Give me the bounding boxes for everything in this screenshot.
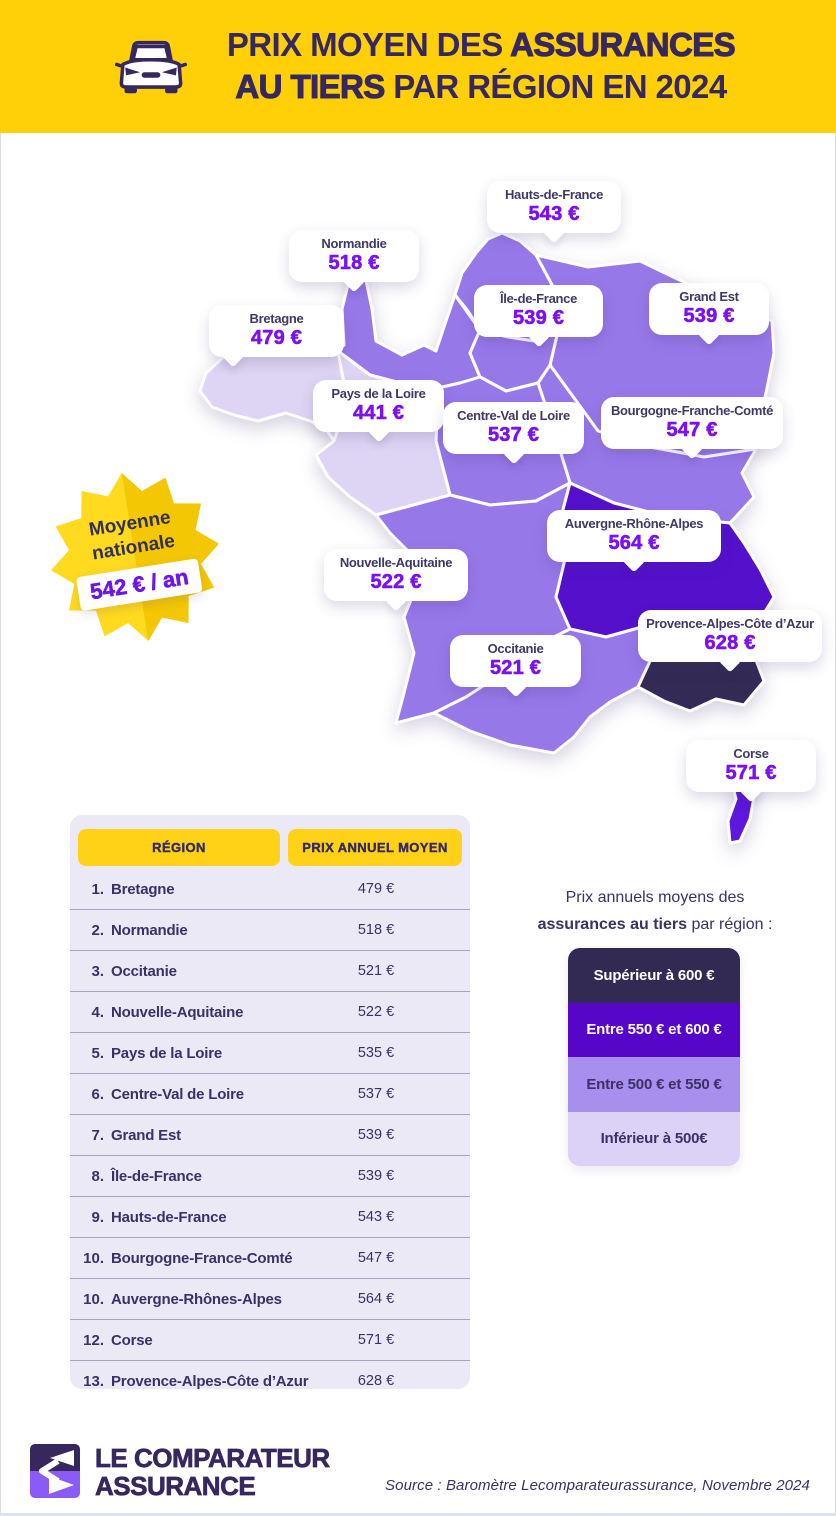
table-row: 5. Pays de la Loire 535 € — [70, 1032, 470, 1073]
row-rank: 8. — [91, 1167, 104, 1185]
row-region: Centre-Val de Loire — [111, 1085, 244, 1103]
brand-line1: LE COMPARATEUR — [95, 1443, 331, 1473]
table-row: 13. Provence-Alpes-Côte d’Azur 628 € — [70, 1360, 470, 1401]
table-row: 2. Normandie 518 € — [70, 909, 470, 950]
row-rank: 3. — [91, 962, 104, 980]
row-rank: 12. — [83, 1331, 104, 1349]
row-price: 628 € — [357, 1373, 395, 1389]
title-heavy: ASSURANCES — [510, 25, 737, 63]
row-region: Grand Est — [111, 1126, 181, 1144]
row-region: Bretagne — [111, 880, 175, 898]
car-icon — [114, 40, 188, 94]
row-region: Bourgogne-France-Comté — [111, 1249, 293, 1267]
row-region: Occitanie — [111, 962, 177, 980]
table-row: 10. Bourgogne-France-Comté 547 € — [70, 1237, 470, 1278]
row-price: 518 € — [357, 922, 395, 938]
region-corse — [726, 757, 760, 845]
legend-band-label: Inférieur à 500€ — [600, 1130, 708, 1148]
table-row: 9. Hauts-de-France 543 € — [70, 1196, 470, 1237]
row-price: 539 € — [357, 1168, 395, 1184]
legend-title-bold: assurances au tiers — [537, 916, 688, 933]
row-region: Île-de-France — [111, 1167, 202, 1185]
color-legend: Supérieur à 600 € Entre 550 € et 600 € E… — [568, 948, 740, 1166]
row-price: 571 € — [357, 1332, 395, 1348]
page-bottom-edge — [0, 1513, 836, 1516]
table-row: 10. Auvergne-Rhônes-Alpes 564 € — [70, 1278, 470, 1319]
legend-band: Inférieur à 500€ — [568, 1111, 740, 1166]
row-region: Pays de la Loire — [111, 1044, 223, 1062]
national-average-badge: Moyenne nationale 542 € / an — [38, 460, 233, 655]
row-price: 547 € — [357, 1250, 395, 1266]
row-rank: 5. — [91, 1044, 104, 1062]
page-title: PRIX MOYEN DES ASSURANCES AU TIERS PAR R… — [196, 24, 766, 108]
row-price: 564 € — [357, 1291, 395, 1307]
title-line-2: AU TIERS PAR RÉGION EN 2024 — [196, 66, 766, 108]
title-regular: PAR RÉGION EN 2024 — [393, 68, 727, 105]
row-price: 535 € — [357, 1045, 395, 1061]
table-row: 1. Bretagne 479 € — [70, 869, 470, 909]
row-rank: 6. — [91, 1085, 104, 1103]
legend-title-line1: Prix annuels moyens des — [565, 889, 745, 906]
row-rank: 10. — [83, 1249, 104, 1267]
callout-region-name: Hauts-de-France — [504, 187, 604, 202]
brand-line2: ASSURANCE — [95, 1471, 256, 1501]
region-bretagne — [198, 331, 350, 443]
row-rank: 10. — [83, 1290, 104, 1308]
table-header-row: RÉGION PRIX ANNUEL MOYEN — [78, 829, 462, 866]
table-row: 7. Grand Est 539 € — [70, 1114, 470, 1155]
legend-band: Entre 500 € et 550 € — [568, 1057, 740, 1112]
row-region: Hauts-de-France — [111, 1208, 227, 1226]
table-body: 1. Bretagne 479 € 2. Normandie 518 € 3. … — [70, 869, 470, 1401]
legend-band: Entre 550 € et 600 € — [568, 1002, 740, 1057]
wheel-left — [124, 87, 137, 94]
row-rank: 4. — [91, 1003, 104, 1021]
legend-band: Supérieur à 600 € — [568, 948, 740, 1003]
row-region: Normandie — [111, 921, 188, 939]
row-price: 539 € — [357, 1127, 395, 1143]
table-row: 3. Occitanie 521 € — [70, 950, 470, 991]
price-table: RÉGION PRIX ANNUEL MOYEN 1. Bretagne 479… — [70, 815, 470, 1390]
title-line-1: PRIX MOYEN DES ASSURANCES — [196, 24, 766, 66]
legend-band-label: Supérieur à 600 € — [593, 966, 715, 984]
lecomparateur-logo-icon — [30, 1444, 80, 1498]
table-row: 8. Île-de-France 539 € — [70, 1155, 470, 1196]
title-regular: PRIX MOYEN DES — [226, 26, 511, 63]
table-row: 4. Nouvelle-Aquitaine 522 € — [70, 991, 470, 1032]
column-header-region: RÉGION — [78, 829, 280, 866]
row-rank: 7. — [91, 1126, 104, 1144]
row-region: Nouvelle-Aquitaine — [111, 1003, 244, 1021]
column-header-price: PRIX ANNUEL MOYEN — [288, 829, 462, 866]
row-rank: 13. — [83, 1372, 104, 1390]
brand-name: LE COMPARATEUR ASSURANCE — [95, 1443, 331, 1501]
wheel-right — [165, 87, 178, 94]
headlight-right — [161, 67, 177, 76]
row-rank: 9. — [91, 1208, 104, 1226]
grille — [141, 72, 161, 78]
legend-band-label: Entre 550 € et 600 € — [586, 1021, 722, 1039]
row-rank: 2. — [91, 921, 104, 939]
legend-title-line2: assurances au tiers par région : — [535, 911, 775, 938]
row-price: 537 € — [357, 1086, 395, 1102]
row-region: Auvergne-Rhônes-Alpes — [111, 1290, 282, 1308]
table-row: 6. Centre-Val de Loire 537 € — [70, 1073, 470, 1114]
row-price: 479 € — [357, 881, 395, 897]
region-provence-alpes-cote-d-azur — [636, 625, 766, 713]
legend-title: Prix annuels moyens des assurances au ti… — [535, 884, 775, 938]
row-price: 521 € — [357, 963, 395, 979]
france-choropleth-map — [198, 225, 798, 875]
row-price: 522 € — [357, 1004, 395, 1020]
row-price: 543 € — [357, 1209, 395, 1225]
row-rank: 1. — [91, 880, 104, 898]
table-row: 12. Corse 571 € — [70, 1319, 470, 1360]
legend-band-label: Entre 500 € et 550 € — [586, 1075, 722, 1093]
title-heavy: AU TIERS — [235, 67, 394, 105]
headlight-left — [125, 67, 141, 76]
header-banner: PRIX MOYEN DES ASSURANCES AU TIERS PAR R… — [0, 0, 836, 133]
callout-region-price: 543 € — [528, 203, 580, 226]
source-credit: Source : Baromètre Lecomparateurassuranc… — [385, 1477, 810, 1494]
row-region: Provence-Alpes-Côte d’Azur — [111, 1372, 309, 1390]
legend-title-rest: par région : — [687, 916, 773, 933]
row-region: Corse — [111, 1331, 153, 1349]
